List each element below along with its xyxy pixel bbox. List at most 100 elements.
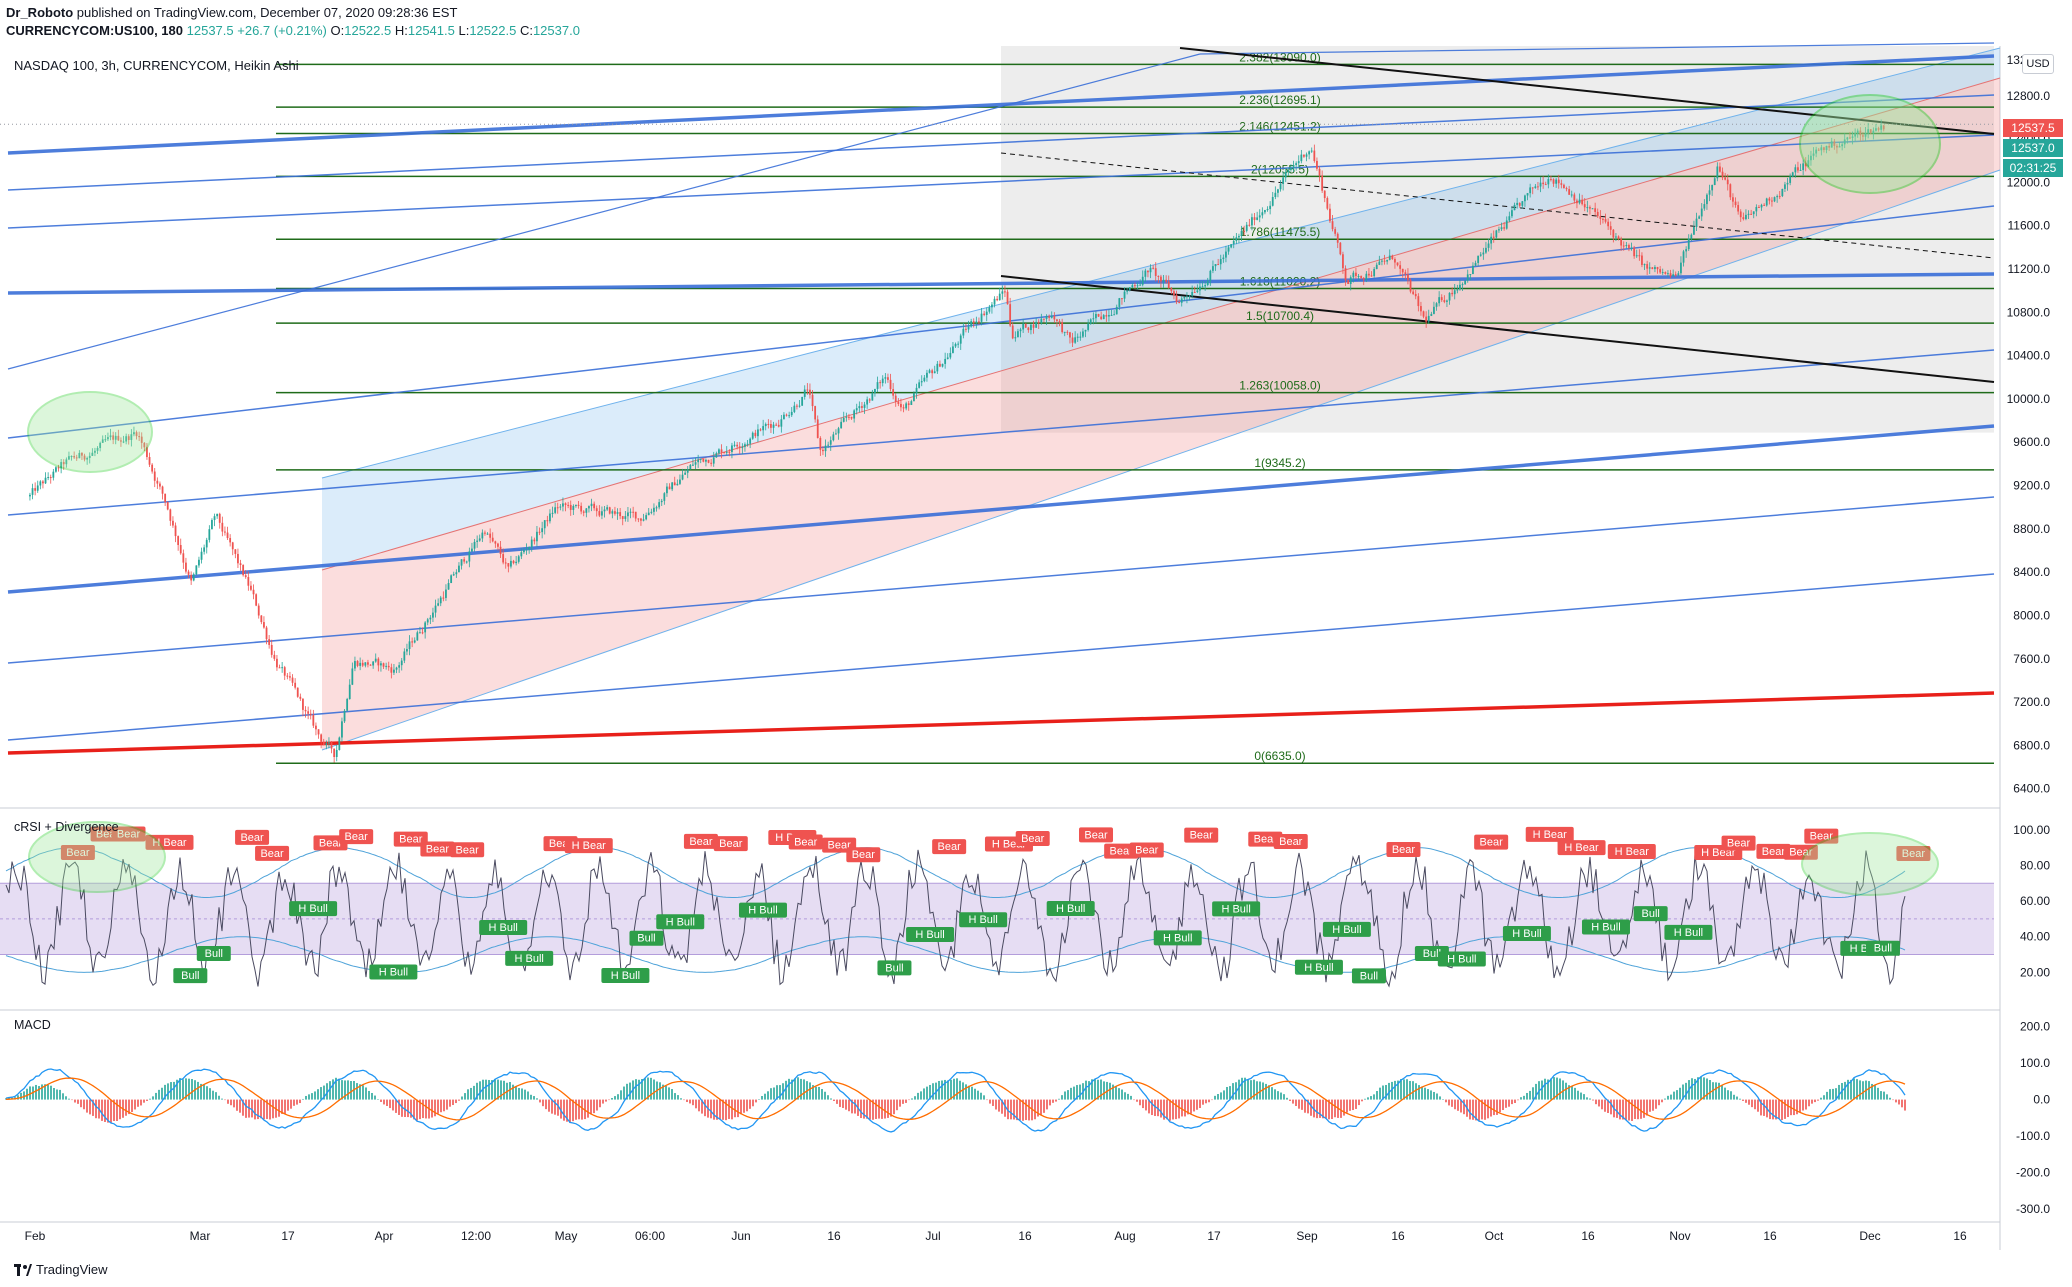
macd-histogram-bar bbox=[137, 1099, 139, 1107]
macd-histogram-bar bbox=[1547, 1079, 1549, 1100]
ohlc-high-label: H: bbox=[394, 23, 408, 38]
candle-body bbox=[762, 426, 765, 431]
time-axis-tick: 16 bbox=[1953, 1229, 1967, 1243]
candle-body bbox=[151, 464, 154, 472]
bear-label-bg bbox=[846, 847, 881, 863]
bear-label: Bear bbox=[117, 828, 141, 840]
candle-body bbox=[1633, 247, 1636, 257]
candle-body bbox=[1310, 150, 1313, 152]
candle-body bbox=[918, 382, 921, 388]
macd-histogram-bar bbox=[344, 1080, 346, 1100]
macd-histogram-bar bbox=[1226, 1086, 1228, 1100]
candle-body bbox=[1630, 247, 1633, 249]
candle-body bbox=[1867, 129, 1870, 134]
macd-histogram-bar bbox=[1274, 1089, 1276, 1100]
macd-histogram-bar bbox=[977, 1090, 979, 1100]
macd-histogram-bar bbox=[1388, 1082, 1390, 1100]
macd-axis-tick: -200.0 bbox=[2016, 1166, 2050, 1180]
crsi-axis-tick: 60.00 bbox=[2020, 894, 2050, 908]
time-axis-tick: Jul bbox=[925, 1229, 940, 1243]
candle-body bbox=[517, 556, 520, 562]
candle-body bbox=[1531, 187, 1534, 189]
macd-histogram-bar bbox=[329, 1081, 331, 1100]
macd-histogram-bar bbox=[245, 1099, 247, 1118]
macd-histogram-bar bbox=[587, 1099, 589, 1118]
candle-body bbox=[1323, 190, 1326, 199]
candle-body bbox=[957, 343, 960, 345]
candle-body bbox=[231, 542, 234, 550]
candle-body bbox=[1440, 297, 1443, 301]
price-tag-bg bbox=[2003, 119, 2063, 137]
candle-body bbox=[803, 389, 806, 397]
regression-lower-line bbox=[321, 169, 2001, 751]
candle-body bbox=[1009, 304, 1012, 326]
candle-body bbox=[200, 551, 203, 560]
macd-histogram-bar bbox=[1631, 1099, 1633, 1121]
time-axis-tick: 16 bbox=[1391, 1229, 1405, 1243]
candle-body bbox=[978, 321, 980, 323]
candle-body bbox=[694, 462, 697, 465]
macd-histogram-bar bbox=[965, 1084, 967, 1100]
macd-signal-line bbox=[5, 1077, 1906, 1121]
macd-histogram-bar bbox=[962, 1082, 964, 1100]
candle-body bbox=[317, 729, 320, 735]
candle-body bbox=[697, 459, 700, 463]
bear-label: H Bear bbox=[1615, 846, 1650, 858]
macd-histogram-bar bbox=[1454, 1099, 1456, 1110]
macd-histogram-bar bbox=[1406, 1079, 1408, 1100]
candle-body bbox=[164, 493, 167, 503]
candle-body bbox=[850, 416, 853, 419]
fib-level-label: 1.263(10058.0) bbox=[1239, 379, 1320, 393]
macd-histogram-bar bbox=[269, 1099, 271, 1120]
candle-body bbox=[190, 574, 193, 581]
macd-histogram-bar bbox=[1517, 1099, 1519, 1101]
candle-body bbox=[806, 389, 809, 391]
candle-body bbox=[450, 575, 453, 584]
macd-histogram-bar bbox=[1427, 1089, 1429, 1100]
candle-body bbox=[1526, 193, 1529, 196]
macd-histogram-bar bbox=[1262, 1082, 1264, 1100]
macd-histogram-bar bbox=[293, 1099, 295, 1106]
candle-body bbox=[1695, 218, 1698, 227]
candle-body bbox=[900, 403, 902, 408]
candle-body bbox=[1222, 257, 1225, 260]
macd-histogram-bar bbox=[1796, 1099, 1798, 1115]
candle-body bbox=[1446, 300, 1448, 302]
macd-histogram-bar bbox=[383, 1099, 385, 1105]
currency-button[interactable]: USD bbox=[2022, 54, 2054, 74]
candle-body bbox=[1674, 274, 1677, 276]
candle-body bbox=[242, 565, 245, 576]
author-name[interactable]: Dr_Roboto bbox=[6, 5, 74, 20]
candle-body bbox=[161, 486, 164, 494]
macd-histogram-bar bbox=[155, 1092, 157, 1100]
candle-body bbox=[1719, 166, 1721, 172]
symbol-label[interactable]: CURRENCYCOM:US100, 180 bbox=[6, 23, 183, 38]
macd-histogram-bar bbox=[1373, 1094, 1375, 1100]
macd-histogram-bar bbox=[425, 1099, 427, 1119]
macd-histogram-bar bbox=[311, 1093, 313, 1100]
footer-brand[interactable]: TradingView bbox=[14, 1262, 108, 1277]
candle-body bbox=[1004, 291, 1006, 293]
fib-level-label: 1.5(10700.4) bbox=[1246, 309, 1314, 323]
macd-histogram-bar bbox=[1028, 1099, 1030, 1121]
candle-body bbox=[486, 533, 489, 535]
macd-histogram-bar bbox=[1748, 1099, 1750, 1105]
macd-histogram-bar bbox=[593, 1099, 595, 1114]
bear-label-bg bbox=[60, 845, 95, 861]
macd-histogram-bar bbox=[158, 1089, 160, 1100]
macd-histogram-bar bbox=[773, 1087, 775, 1100]
candle-body bbox=[1199, 286, 1201, 291]
candle-body bbox=[1019, 329, 1022, 332]
macd-histogram-bar bbox=[1583, 1094, 1585, 1100]
candle-body bbox=[39, 481, 42, 486]
candle-body bbox=[387, 665, 390, 668]
candle-body bbox=[1802, 163, 1805, 170]
candle-body bbox=[764, 423, 767, 427]
macd-histogram-bar bbox=[440, 1099, 442, 1113]
candle-body bbox=[372, 661, 375, 666]
candle-body bbox=[712, 457, 715, 464]
macd-histogram-bar bbox=[800, 1078, 802, 1100]
trend-line bbox=[7, 424, 1995, 594]
candle-body bbox=[1807, 160, 1810, 167]
